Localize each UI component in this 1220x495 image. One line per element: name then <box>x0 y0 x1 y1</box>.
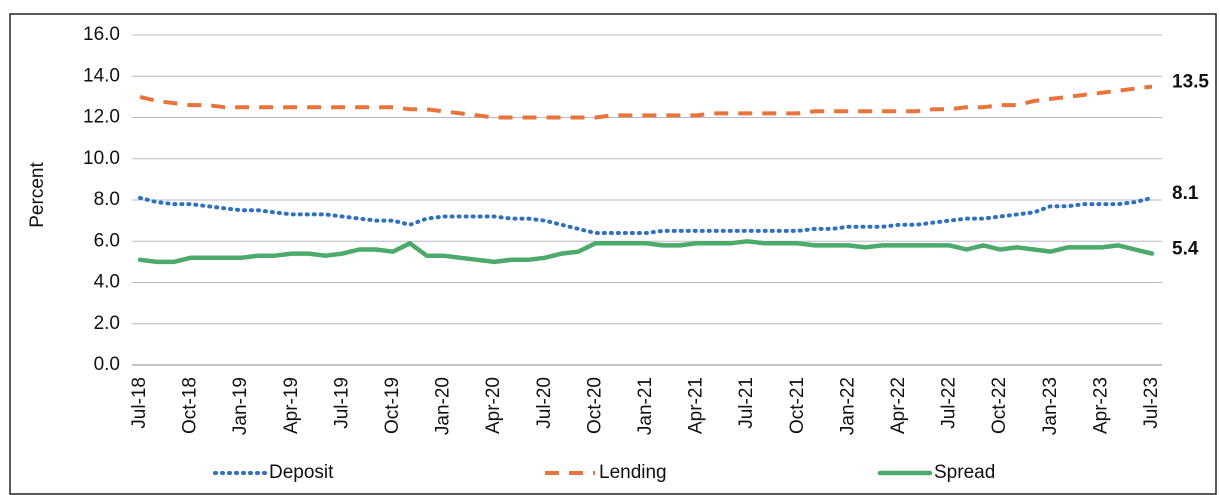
y-tick-label: 16.0 <box>83 24 120 45</box>
x-tick-label: Jul-19 <box>331 377 352 429</box>
x-tick-label: Jul-20 <box>534 377 555 429</box>
y-tick-label: 2.0 <box>94 313 120 334</box>
legend-label: Deposit <box>269 462 334 483</box>
x-tick-label: Oct-22 <box>989 377 1010 434</box>
x-tick-label: Apr-20 <box>483 377 504 434</box>
x-tick-label: Jan-19 <box>230 377 251 435</box>
x-tick-label: Apr-21 <box>686 377 707 434</box>
y-tick-label: 6.0 <box>94 230 120 251</box>
y-tick-label: 14.0 <box>83 65 120 86</box>
x-tick-label: Oct-18 <box>180 377 201 434</box>
series-line <box>139 84 1153 120</box>
x-tick-label: Oct-19 <box>382 377 403 434</box>
legend-label: Lending <box>599 462 667 483</box>
y-axis-label: Percent <box>27 162 48 228</box>
x-tick-label: Jul-22 <box>939 377 960 429</box>
x-tick-label: Apr-22 <box>888 377 909 434</box>
x-tick-label: Jul-18 <box>129 377 150 429</box>
x-tick-label: Jan-23 <box>1040 377 1061 435</box>
end-label: 13.5 <box>1172 72 1209 93</box>
y-tick-label: 8.0 <box>94 189 120 210</box>
y-tick-label: 0.0 <box>94 354 120 375</box>
end-label: 8.1 <box>1172 183 1199 204</box>
x-tick-label: Oct-20 <box>584 377 605 434</box>
x-tick-label: Jul-21 <box>736 377 757 429</box>
series-line <box>138 195 1154 235</box>
x-tick-label: Jan-21 <box>635 377 656 435</box>
series-line <box>137 239 1155 265</box>
end-label: 5.4 <box>1172 239 1199 260</box>
legend-label: Spread <box>934 462 995 483</box>
x-tick-label: Jan-20 <box>433 377 454 435</box>
x-tick-label: Apr-23 <box>1090 377 1111 434</box>
y-tick-label: 12.0 <box>83 107 120 128</box>
x-tick-label: Jan-22 <box>837 377 858 435</box>
y-tick-label: 4.0 <box>94 272 120 293</box>
x-tick-label: Oct-21 <box>787 377 808 434</box>
x-tick-label: Apr-19 <box>281 377 302 434</box>
frame <box>9 13 1217 495</box>
y-tick-label: 10.0 <box>83 148 120 169</box>
x-tick-label: Jul-23 <box>1141 377 1162 429</box>
